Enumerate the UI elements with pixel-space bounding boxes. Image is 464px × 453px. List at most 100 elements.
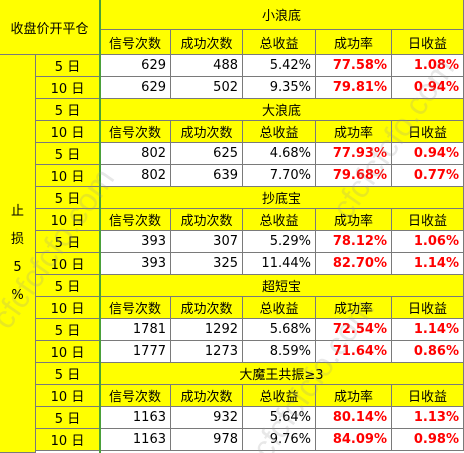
column-header[interactable]: 总收益 bbox=[243, 30, 316, 55]
total-return[interactable]: 5.42% bbox=[243, 55, 316, 77]
success-count[interactable]: 502 bbox=[171, 77, 243, 99]
period-label[interactable]: 5 日 bbox=[36, 187, 100, 209]
period-label[interactable]: 5 日 bbox=[36, 99, 100, 121]
signals-count[interactable]: 1781 bbox=[100, 319, 171, 341]
column-header[interactable]: 信号次数 bbox=[100, 121, 171, 143]
column-header[interactable]: 总收益 bbox=[243, 385, 316, 407]
period-label[interactable]: 10 日 bbox=[36, 121, 100, 143]
success-rate[interactable]: 80.14% bbox=[316, 407, 392, 429]
section-title[interactable]: 小浪底 bbox=[100, 0, 464, 30]
signals-count[interactable]: 393 bbox=[100, 253, 171, 275]
row-period[interactable]: 5 日 bbox=[36, 319, 100, 341]
daily-return[interactable]: 0.94% bbox=[392, 77, 464, 99]
column-header[interactable]: 总收益 bbox=[243, 209, 316, 231]
row-period[interactable]: 5 日 bbox=[36, 143, 100, 165]
stop-loss-label[interactable]: 止损 5% bbox=[0, 55, 36, 453]
column-header[interactable]: 总收益 bbox=[243, 297, 316, 319]
signals-count[interactable]: 802 bbox=[100, 143, 171, 165]
signals-count[interactable]: 802 bbox=[100, 165, 171, 187]
daily-return[interactable]: 1.14% bbox=[392, 253, 464, 275]
total-return[interactable]: 5.64% bbox=[243, 407, 316, 429]
success-count[interactable]: 488 bbox=[171, 55, 243, 77]
success-count[interactable]: 639 bbox=[171, 165, 243, 187]
period-label[interactable]: 10 日 bbox=[36, 209, 100, 231]
section-title[interactable]: 大浪底 bbox=[100, 99, 464, 121]
column-header[interactable]: 成功次数 bbox=[171, 30, 243, 55]
row-period[interactable]: 10 日 bbox=[36, 429, 100, 451]
column-header[interactable]: 成功次数 bbox=[171, 209, 243, 231]
total-return[interactable]: 5.29% bbox=[243, 231, 316, 253]
success-count[interactable]: 1292 bbox=[171, 319, 243, 341]
total-return[interactable]: 9.35% bbox=[243, 77, 316, 99]
success-rate[interactable]: 71.64% bbox=[316, 341, 392, 363]
row-period[interactable]: 10 日 bbox=[36, 253, 100, 275]
success-rate[interactable]: 77.58% bbox=[316, 55, 392, 77]
success-rate[interactable]: 72.54% bbox=[316, 319, 392, 341]
daily-return[interactable]: 0.94% bbox=[392, 143, 464, 165]
row-period[interactable]: 10 日 bbox=[36, 165, 100, 187]
success-count[interactable]: 325 bbox=[171, 253, 243, 275]
success-rate[interactable]: 79.68% bbox=[316, 165, 392, 187]
daily-return[interactable]: 1.06% bbox=[392, 231, 464, 253]
column-header[interactable]: 信号次数 bbox=[100, 297, 171, 319]
column-header[interactable]: 日收益 bbox=[392, 297, 464, 319]
signals-count[interactable]: 1777 bbox=[100, 341, 171, 363]
signals-count[interactable]: 1163 bbox=[100, 429, 171, 451]
total-return[interactable]: 9.76% bbox=[243, 429, 316, 451]
column-header[interactable]: 信号次数 bbox=[100, 30, 171, 55]
period-label[interactable]: 5 日 bbox=[36, 275, 100, 297]
column-header[interactable]: 信号次数 bbox=[100, 209, 171, 231]
period-label[interactable]: 10 日 bbox=[36, 385, 100, 407]
column-header[interactable]: 成功率 bbox=[316, 385, 392, 407]
row-period[interactable]: 10 日 bbox=[36, 77, 100, 99]
daily-return[interactable]: 0.86% bbox=[392, 341, 464, 363]
total-return[interactable]: 7.70% bbox=[243, 165, 316, 187]
success-count[interactable]: 978 bbox=[171, 429, 243, 451]
section-title[interactable]: 大魔王共振≥3 bbox=[100, 363, 464, 385]
column-header[interactable]: 成功率 bbox=[316, 30, 392, 55]
signals-count[interactable]: 629 bbox=[100, 55, 171, 77]
total-return[interactable]: 4.68% bbox=[243, 143, 316, 165]
row-period[interactable]: 5 日 bbox=[36, 55, 100, 77]
section-title[interactable]: 抄底宝 bbox=[100, 187, 464, 209]
column-header[interactable]: 成功次数 bbox=[171, 297, 243, 319]
signals-count[interactable]: 393 bbox=[100, 231, 171, 253]
column-header[interactable]: 成功次数 bbox=[171, 121, 243, 143]
period-label[interactable]: 10 日 bbox=[36, 297, 100, 319]
column-header[interactable]: 日收益 bbox=[392, 209, 464, 231]
success-rate[interactable]: 84.09% bbox=[316, 429, 392, 451]
success-rate[interactable]: 82.70% bbox=[316, 253, 392, 275]
success-count[interactable]: 932 bbox=[171, 407, 243, 429]
daily-return[interactable]: 0.77% bbox=[392, 165, 464, 187]
success-rate[interactable]: 79.81% bbox=[316, 77, 392, 99]
total-return[interactable]: 8.59% bbox=[243, 341, 316, 363]
total-return[interactable]: 11.44% bbox=[243, 253, 316, 275]
column-header[interactable]: 成功率 bbox=[316, 297, 392, 319]
column-header[interactable]: 日收益 bbox=[392, 30, 464, 55]
period-label[interactable]: 5 日 bbox=[36, 363, 100, 385]
signals-count[interactable]: 629 bbox=[100, 77, 171, 99]
success-rate[interactable]: 78.12% bbox=[316, 231, 392, 253]
corner-label-cell[interactable]: 收盘价开平仓 bbox=[0, 0, 100, 55]
daily-return[interactable]: 1.13% bbox=[392, 407, 464, 429]
section-title[interactable]: 超短宝 bbox=[100, 275, 464, 297]
column-header[interactable]: 日收益 bbox=[392, 385, 464, 407]
column-header[interactable]: 信号次数 bbox=[100, 385, 171, 407]
column-header[interactable]: 成功率 bbox=[316, 209, 392, 231]
row-period[interactable]: 5 日 bbox=[36, 407, 100, 429]
daily-return[interactable]: 1.08% bbox=[392, 55, 464, 77]
total-return[interactable]: 5.68% bbox=[243, 319, 316, 341]
column-header[interactable]: 日收益 bbox=[392, 121, 464, 143]
row-period[interactable]: 5 日 bbox=[36, 231, 100, 253]
column-header[interactable]: 成功次数 bbox=[171, 385, 243, 407]
success-count[interactable]: 625 bbox=[171, 143, 243, 165]
daily-return[interactable]: 1.14% bbox=[392, 319, 464, 341]
row-period[interactable]: 10 日 bbox=[36, 341, 100, 363]
column-header[interactable]: 总收益 bbox=[243, 121, 316, 143]
column-header[interactable]: 成功率 bbox=[316, 121, 392, 143]
daily-return[interactable]: 0.98% bbox=[392, 429, 464, 451]
success-count[interactable]: 1273 bbox=[171, 341, 243, 363]
success-count[interactable]: 307 bbox=[171, 231, 243, 253]
success-rate[interactable]: 77.93% bbox=[316, 143, 392, 165]
signals-count[interactable]: 1163 bbox=[100, 407, 171, 429]
